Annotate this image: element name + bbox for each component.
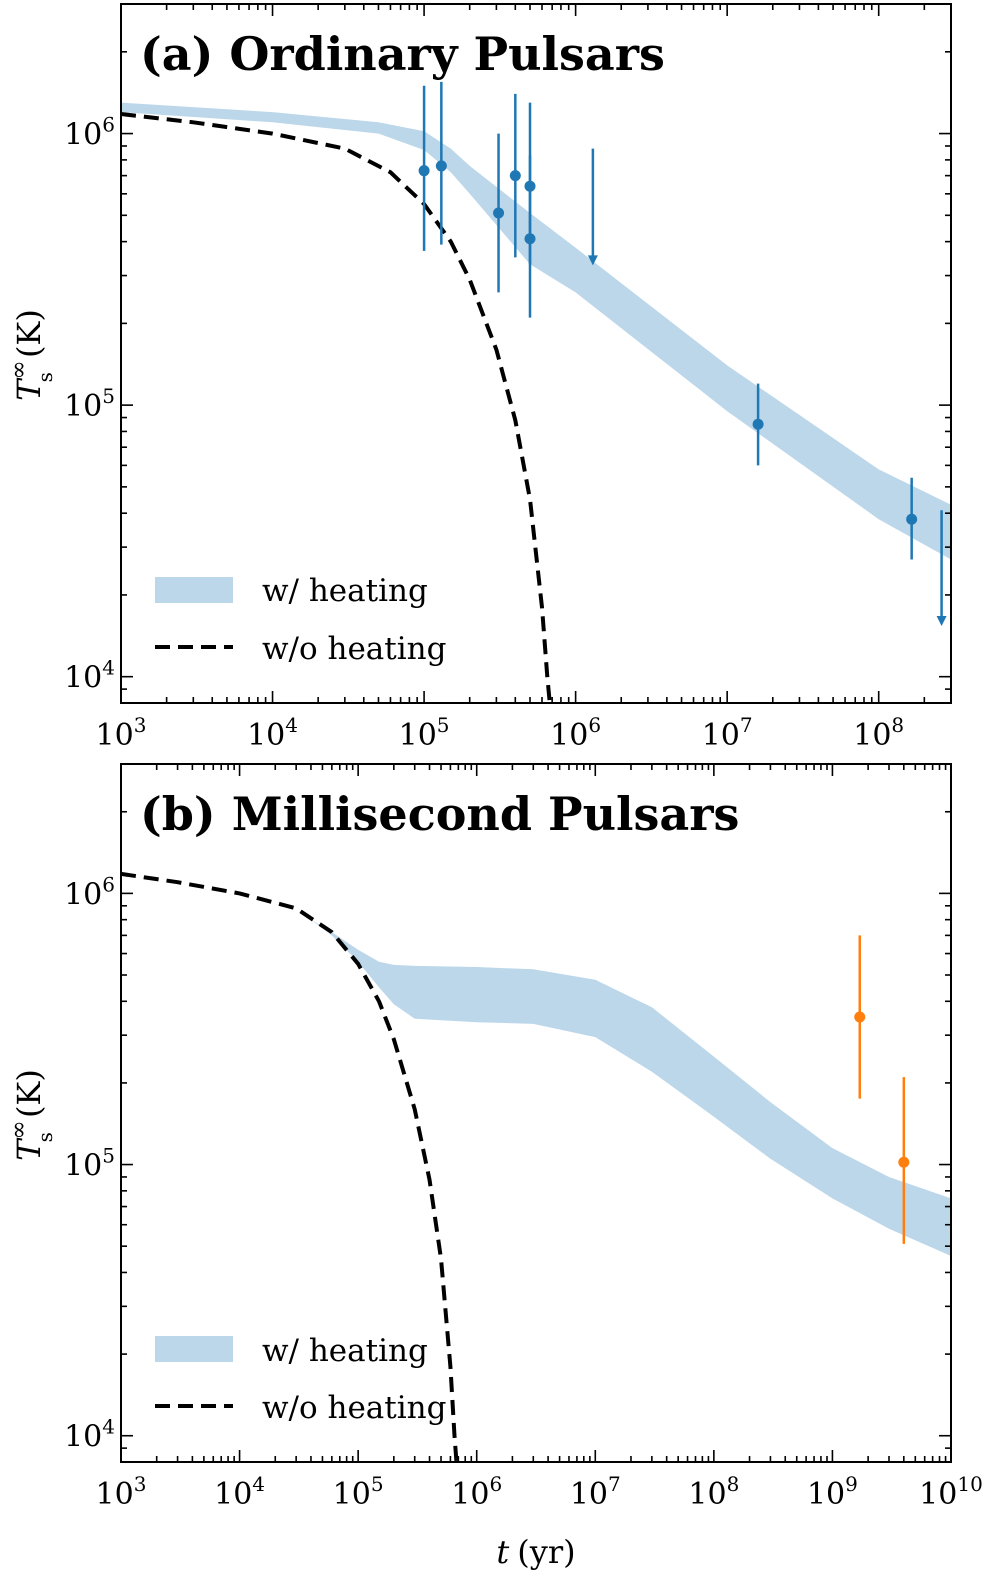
data-point [587,148,598,266]
y-tick-label: 106 [64,113,115,153]
no-heating-curve [121,112,552,703]
x-tick-label: 109 [807,1472,858,1512]
x-tick-label: 103 [96,1472,147,1512]
x-tick-label: 106 [451,1472,502,1512]
no-heating-curve [121,871,459,1462]
panel-b: 103 104 105 106 107 108 109 1010 104 105 106 (b) M… [6,763,983,1571]
panel-b-legend: w/ heating w/o heating [155,1333,446,1426]
legend-label-without-heating: w/o heating [262,1390,446,1426]
data-point [435,81,447,245]
data-point [752,383,764,466]
panel-a: 103 104 105 106 107 108 104 105 106 (a) Ordinary… [6,3,952,753]
y-tick-label: 106 [64,872,115,912]
y-tick-label: 104 [64,656,115,696]
data-point [936,510,947,626]
legend-band-swatch [155,1336,233,1362]
data-point [854,935,866,1099]
x-tick-label: 104 [214,1472,265,1512]
panel-b-title: (b) Millisecond Pulsars [140,787,739,841]
legend-label-with-heating: w/ heating [262,1333,428,1369]
panel-a-legend: w/ heating w/o heating [155,573,446,667]
panel-b-frame [120,763,952,1463]
x-tick-label: 103 [96,713,147,753]
data-point [906,477,918,560]
x-tick-label: 108 [853,713,904,753]
data-point [524,155,536,318]
panel-a-ylabel: T∞s(K) [6,309,57,401]
x-tick-label: 1010 [919,1472,983,1512]
heating-band [311,919,951,1256]
x-tick-label: 108 [688,1472,739,1512]
x-tick-label: 106 [550,713,601,753]
data-point [493,133,505,293]
y-tick-label: 105 [64,384,115,424]
data-point [509,93,521,258]
x-tick-label: 107 [570,1472,621,1512]
x-tick-label: 104 [247,713,298,753]
legend-label-with-heating: w/ heating [262,573,428,609]
panel-b-xlabel: t (yr) [496,1533,575,1571]
panel-a-title: (a) Ordinary Pulsars [140,27,665,81]
data-point [418,85,430,251]
panel-b-ylabel: T∞s(K) [6,1069,57,1161]
heating-band [121,102,951,560]
x-tick-label: 105 [333,1472,384,1512]
x-tick-label: 105 [399,713,450,753]
panel-a-frame [120,3,952,704]
data-point [898,1077,910,1244]
legend-band-swatch [155,577,233,603]
y-tick-label: 105 [64,1144,115,1184]
x-tick-label: 107 [702,713,753,753]
legend-label-without-heating: w/o heating [262,631,446,667]
y-tick-label: 104 [64,1415,115,1455]
